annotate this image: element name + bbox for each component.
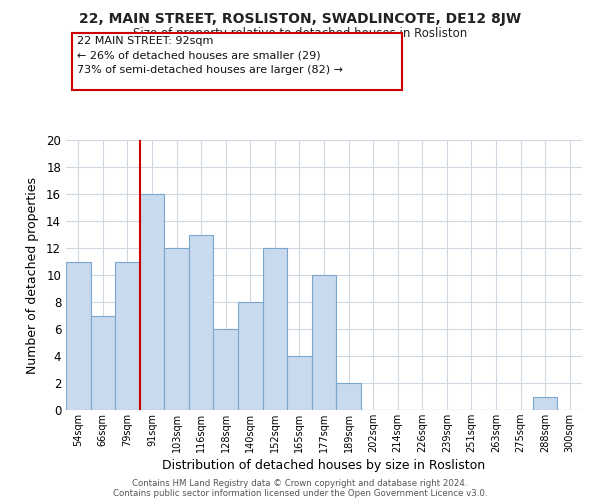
Text: Contains public sector information licensed under the Open Government Licence v3: Contains public sector information licen… xyxy=(113,488,487,498)
Bar xyxy=(115,262,140,410)
Text: 22, MAIN STREET, ROSLISTON, SWADLINCOTE, DE12 8JW: 22, MAIN STREET, ROSLISTON, SWADLINCOTE,… xyxy=(79,12,521,26)
Bar xyxy=(91,316,115,410)
Bar xyxy=(312,275,336,410)
Y-axis label: Number of detached properties: Number of detached properties xyxy=(26,176,39,374)
Bar xyxy=(66,262,91,410)
Bar xyxy=(336,383,361,410)
X-axis label: Distribution of detached houses by size in Rosliston: Distribution of detached houses by size … xyxy=(163,459,485,472)
Bar xyxy=(214,329,238,410)
Bar xyxy=(533,396,557,410)
Bar xyxy=(238,302,263,410)
Bar xyxy=(164,248,189,410)
Text: 22 MAIN STREET: 92sqm
← 26% of detached houses are smaller (29)
73% of semi-deta: 22 MAIN STREET: 92sqm ← 26% of detached … xyxy=(77,36,343,76)
Bar xyxy=(263,248,287,410)
Bar xyxy=(287,356,312,410)
Bar xyxy=(140,194,164,410)
Text: Contains HM Land Registry data © Crown copyright and database right 2024.: Contains HM Land Registry data © Crown c… xyxy=(132,478,468,488)
Text: Size of property relative to detached houses in Rosliston: Size of property relative to detached ho… xyxy=(133,28,467,40)
Bar xyxy=(189,234,214,410)
